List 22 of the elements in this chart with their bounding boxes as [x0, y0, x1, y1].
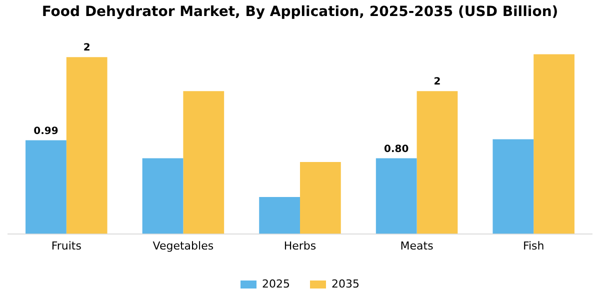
x-tick-label: Fish — [522, 239, 544, 252]
bar — [259, 196, 300, 234]
bar — [183, 91, 224, 234]
chart-title: Food Dehydrator Market, By Application, 2025-2035 (USD Billion) — [42, 4, 558, 20]
x-tick-label: Meats — [400, 239, 434, 252]
bar — [142, 158, 184, 234]
bar — [492, 139, 534, 234]
data-label: 2 — [83, 42, 90, 54]
legend-label: 2035 — [332, 277, 360, 290]
bar — [416, 91, 458, 234]
bar — [376, 158, 417, 234]
x-tick-label: Vegetables — [152, 239, 214, 252]
data-label: 0.80 — [384, 144, 409, 155]
data-label: 0.99 — [34, 126, 58, 137]
legend-label: 2025 — [262, 277, 290, 290]
bar — [66, 57, 108, 234]
bar — [534, 54, 574, 234]
x-tick-label: Herbs — [284, 239, 316, 252]
bar — [26, 140, 66, 234]
bar — [300, 162, 341, 234]
data-label: 2 — [434, 76, 441, 88]
x-tick-label: Fruits — [51, 239, 82, 252]
